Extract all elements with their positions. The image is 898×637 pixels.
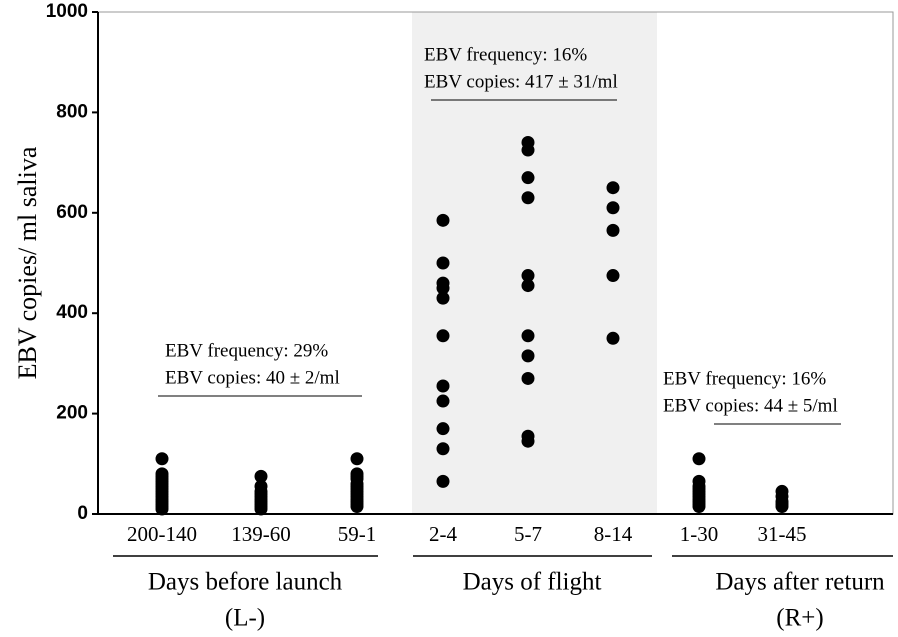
dot bbox=[521, 269, 535, 283]
dot bbox=[521, 279, 535, 293]
y-tick-label: 800 bbox=[56, 101, 88, 122]
y-tick-label: 400 bbox=[56, 302, 88, 323]
dot bbox=[436, 256, 450, 270]
flight-shade bbox=[412, 12, 657, 514]
x-tick-label: 31-45 bbox=[758, 522, 807, 546]
dot bbox=[692, 452, 706, 466]
dot bbox=[606, 269, 620, 283]
dot bbox=[606, 223, 620, 237]
x-tick-label: 200-140 bbox=[127, 522, 197, 546]
dot bbox=[521, 434, 535, 448]
dot bbox=[606, 331, 620, 345]
dot bbox=[436, 329, 450, 343]
annotation: EBV frequency: 16% bbox=[424, 44, 587, 65]
dot bbox=[521, 371, 535, 385]
dot bbox=[436, 394, 450, 408]
dot bbox=[436, 291, 450, 305]
y-tick-label: 200 bbox=[56, 403, 88, 424]
dot bbox=[436, 442, 450, 456]
dot bbox=[521, 191, 535, 205]
y-tick-label: 1000 bbox=[46, 1, 88, 22]
dot bbox=[436, 422, 450, 436]
annotation: EBV copies: 44 ± 5/ml bbox=[663, 395, 838, 416]
y-axis-label: EBV copies/ ml saliva bbox=[13, 146, 42, 379]
dot bbox=[692, 499, 706, 513]
y-tick-label: 600 bbox=[56, 202, 88, 223]
dot bbox=[155, 502, 169, 516]
x-tick-label: 59-1 bbox=[338, 522, 377, 546]
dot bbox=[521, 349, 535, 363]
group-label: (L-) bbox=[225, 605, 265, 632]
dot bbox=[521, 329, 535, 343]
y-tick-label: 0 bbox=[77, 503, 88, 524]
dot bbox=[350, 499, 364, 513]
dot bbox=[521, 143, 535, 157]
group-label: Days before launch bbox=[148, 569, 343, 596]
group-label: Days of flight bbox=[463, 569, 602, 596]
group-label: (R+) bbox=[776, 605, 823, 632]
annotation: EBV frequency: 16% bbox=[663, 368, 826, 389]
dot bbox=[155, 452, 169, 466]
dot bbox=[254, 502, 268, 516]
dot bbox=[775, 499, 789, 513]
dot bbox=[606, 201, 620, 215]
annotation: EBV frequency: 29% bbox=[165, 340, 328, 361]
annotation: EBV copies: 40 ± 2/ml bbox=[165, 367, 340, 388]
annotation: EBV copies: 417 ± 31/ml bbox=[424, 71, 618, 92]
x-tick-label: 8-14 bbox=[594, 522, 633, 546]
dot bbox=[436, 281, 450, 295]
group-label: Days after return bbox=[715, 569, 885, 596]
x-tick-label: 139-60 bbox=[231, 522, 291, 546]
dot bbox=[436, 213, 450, 227]
dot bbox=[436, 379, 450, 393]
x-tick-label: 2-4 bbox=[429, 522, 457, 546]
dot bbox=[350, 452, 364, 466]
dot bbox=[436, 474, 450, 488]
dot bbox=[606, 181, 620, 195]
dot bbox=[521, 171, 535, 185]
dot bbox=[254, 469, 268, 483]
x-tick-label: 5-7 bbox=[514, 522, 542, 546]
x-tick-label: 1-30 bbox=[680, 522, 719, 546]
